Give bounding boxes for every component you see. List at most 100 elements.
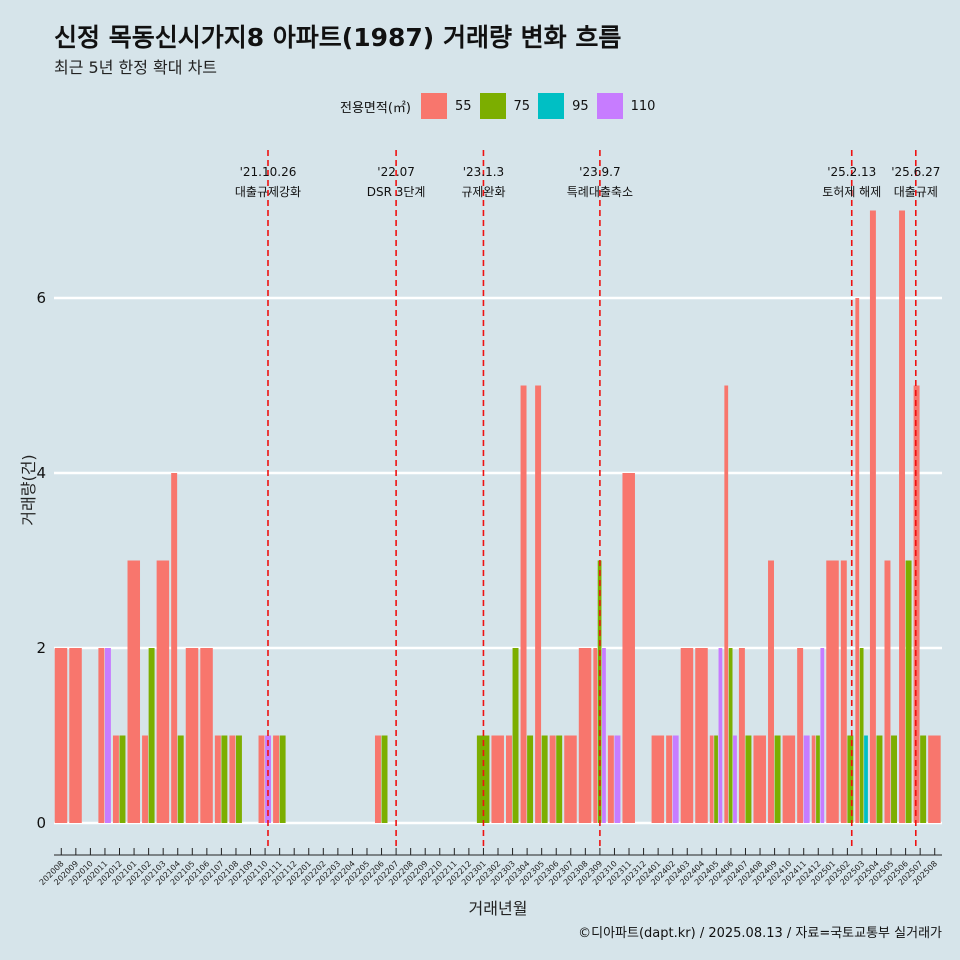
bar-202302-55 — [491, 735, 504, 823]
bar-202501-55 — [826, 560, 839, 823]
bar-202101-55 — [127, 560, 141, 823]
event-date-202309: '23.9.7 — [579, 165, 620, 179]
y-tick-label-4: 4 — [36, 464, 46, 482]
bar-202303-75 — [512, 648, 519, 823]
bar-202102-55 — [142, 735, 149, 823]
bar-202304-55 — [520, 385, 527, 823]
bar-202012-55 — [112, 735, 119, 823]
bar-202111-55 — [273, 735, 280, 823]
bar-202405-55 — [709, 735, 714, 823]
bar-202108-75 — [235, 735, 242, 823]
bar-202305-75 — [541, 735, 548, 823]
bar-202412-110 — [820, 648, 825, 823]
bar-202403-55 — [680, 648, 694, 823]
bar-202309-55 — [593, 648, 598, 823]
bar-202107-75 — [221, 735, 228, 823]
bar-202508-55 — [928, 735, 941, 823]
bar-202503-55 — [855, 298, 860, 823]
bar-202108-55 — [229, 735, 236, 823]
bars — [54, 210, 941, 823]
bar-202405-110 — [718, 648, 723, 823]
legend-title: 전용면적(㎡) — [340, 100, 411, 116]
bar-202008-55 — [54, 648, 68, 823]
bar-202309-110 — [602, 648, 606, 823]
bar-202502-75 — [847, 735, 854, 823]
event-label-202207: DSR 3단계 — [367, 185, 426, 199]
y-axis-title: 거래량(건) — [19, 454, 38, 525]
bar-202507-75 — [920, 735, 927, 823]
event-markers: '21.10.26 대출규제강화 '22.07 DSR 3단계 '23.1.3 규제완화 '… — [235, 150, 940, 848]
bar-202310-55 — [607, 735, 614, 823]
legend-item-55: 55 — [420, 93, 472, 119]
bar-202009-55 — [69, 648, 82, 823]
bar-202402-55 — [666, 735, 673, 823]
bar-202307-55 — [564, 735, 577, 823]
bar-202301-75 — [476, 735, 490, 823]
bar-202406-110 — [733, 735, 737, 823]
bar-202411-110 — [803, 735, 810, 823]
chart-title: 신정 목동신시가지8 아파트(1987) 거래량 변화 흐름 — [54, 23, 622, 52]
bar-202206-75 — [381, 735, 388, 823]
event-label-202309: 특례대출축소 — [567, 185, 633, 199]
event-date-202506: '25.6.27 — [891, 165, 940, 179]
legend-swatch-55 — [420, 93, 447, 119]
event-date-202110: '21.10.26 — [240, 165, 297, 179]
chart-subtitle: 최근 5년 한정 확대 차트 — [54, 58, 218, 77]
bar-202409-75 — [774, 735, 781, 823]
y-tick-label-6: 6 — [36, 289, 46, 307]
bar-202411-55 — [797, 648, 804, 823]
bar-202306-55 — [549, 735, 556, 823]
bar-202503-75 — [859, 648, 864, 823]
bar-202107-55 — [214, 735, 221, 823]
bar-202504-75 — [876, 735, 883, 823]
bar-202111-75 — [279, 735, 286, 823]
bar-202402-110 — [672, 735, 679, 823]
bar-202505-75 — [891, 735, 897, 823]
bar-202406-55 — [724, 385, 729, 823]
bar-202011-110 — [104, 648, 111, 823]
axes: 2020082020092020102020112020122021012021… — [38, 848, 942, 887]
bar-202503-95 — [864, 735, 868, 823]
bar-202011-55 — [98, 648, 105, 823]
event-date-202207: '22.07 — [377, 165, 415, 179]
y-tick-label-0: 0 — [36, 814, 46, 832]
bar-202407-75 — [745, 735, 752, 823]
bar-202506-75 — [905, 560, 912, 823]
bar-202505-55 — [884, 560, 891, 823]
event-label-202110: 대출규제강화 — [235, 185, 301, 199]
legend-item-95: 95 — [538, 93, 589, 119]
bar-202311-55 — [622, 473, 635, 823]
bar-202102-75 — [148, 648, 155, 823]
bar-202502-55 — [840, 560, 847, 823]
legend-swatch-95 — [538, 93, 565, 119]
event-date-202502: '25.2.13 — [827, 165, 876, 179]
legend-label-95: 95 — [572, 98, 589, 114]
legend-item-75: 75 — [479, 93, 531, 119]
bar-202304-75 — [527, 735, 534, 823]
bar-202410-55 — [782, 735, 796, 823]
bar-202305-55 — [535, 385, 542, 823]
bar-202206-55 — [374, 735, 381, 823]
bar-202308-55 — [578, 648, 592, 823]
bar-202406-75 — [728, 648, 733, 823]
bar-202012-75 — [119, 735, 126, 823]
bar-202408-55 — [753, 735, 766, 823]
legend-label-55: 55 — [454, 98, 472, 114]
legend-label-75: 75 — [513, 98, 531, 114]
bar-202405-75 — [714, 735, 718, 823]
bar-202104-55 — [171, 473, 178, 823]
legend-swatch-110 — [596, 93, 623, 119]
bar-202412-75 — [816, 735, 820, 823]
bar-202110-55 — [258, 735, 265, 823]
event-label-202506: 대출규제 — [894, 185, 938, 199]
source-caption: ©디아파트(dapt.kr) / 2025.08.13 / 자료=국토교통부 실… — [578, 926, 942, 941]
legend-item-110: 110 — [596, 93, 656, 119]
legend-label-110: 110 — [630, 98, 656, 114]
event-label-202502: 토허제 해제 — [822, 185, 881, 199]
bar-202404-55 — [695, 648, 708, 823]
legend-swatch-75 — [479, 93, 506, 119]
event-date-202301: '23.1.3 — [463, 165, 504, 179]
bar-202401-55 — [651, 735, 665, 823]
bar-202409-55 — [768, 560, 774, 823]
